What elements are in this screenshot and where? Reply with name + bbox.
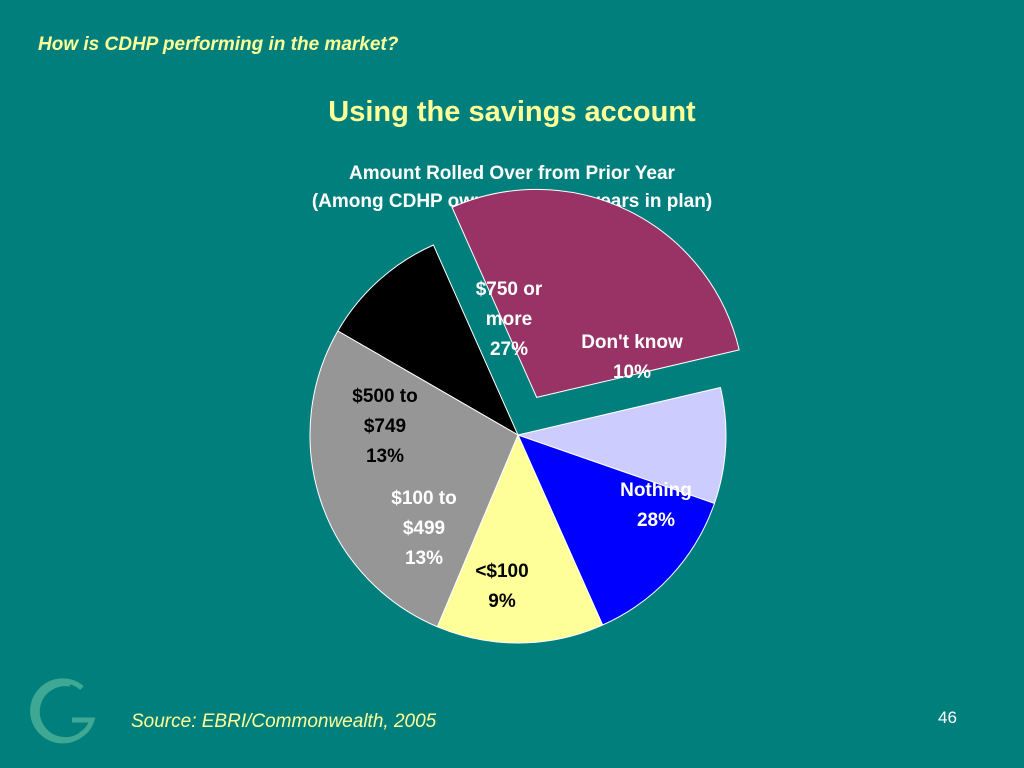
pie-slice-don-t-know xyxy=(337,244,520,437)
section-title: How is CDHP performing in the market? xyxy=(38,34,399,55)
pie-value-label: 13% xyxy=(405,548,443,569)
pie-label-nothing: Nothing 28% xyxy=(620,480,692,531)
page-number: 46 xyxy=(938,708,957,727)
pie-category-label: $749 xyxy=(364,416,406,437)
pie-label-100-to-499: $100 to $499 13% xyxy=(391,488,456,569)
pie-label-750-or-more: $750 or more 27% xyxy=(476,279,543,360)
pie-value-label: 10% xyxy=(613,362,651,383)
pie-value-label: 13% xyxy=(366,446,404,467)
pie-category-label: $750 or xyxy=(476,279,543,300)
pie-slice-100 xyxy=(516,386,727,505)
pie-slice-nothing xyxy=(451,188,740,398)
pie-slice-100-to-499 xyxy=(517,434,716,626)
pie-category-label: $499 xyxy=(403,518,445,539)
pie-category-label: <$100 xyxy=(475,561,528,582)
pie-category-label: more xyxy=(486,309,532,330)
pie-category-label: $500 to xyxy=(352,386,417,407)
pie-value-label: 27% xyxy=(490,339,528,360)
pie-category-label: Don't know xyxy=(581,332,683,353)
pie-label-500-to-749: $500 to $749 13% xyxy=(352,386,417,467)
pie-slice-750-or-more xyxy=(309,330,519,628)
pie-category-label: $100 to xyxy=(391,488,456,509)
pie-category-label: Nothing xyxy=(620,480,692,501)
pie-slice-500-to-749 xyxy=(436,433,604,644)
logo-icon xyxy=(30,678,96,744)
pie-value-label: 28% xyxy=(637,510,675,531)
pie-label-don-t-know: Don't know 10% xyxy=(581,332,683,383)
source-note: Source: EBRI/Commonwealth, 2005 xyxy=(131,711,437,732)
slide-title: Using the savings account xyxy=(328,96,696,128)
pie-label-100: <$100 9% xyxy=(475,561,528,612)
chart-title-line-1: Amount Rolled Over from Prior Year xyxy=(349,163,675,184)
pie-value-label: 9% xyxy=(488,591,516,612)
